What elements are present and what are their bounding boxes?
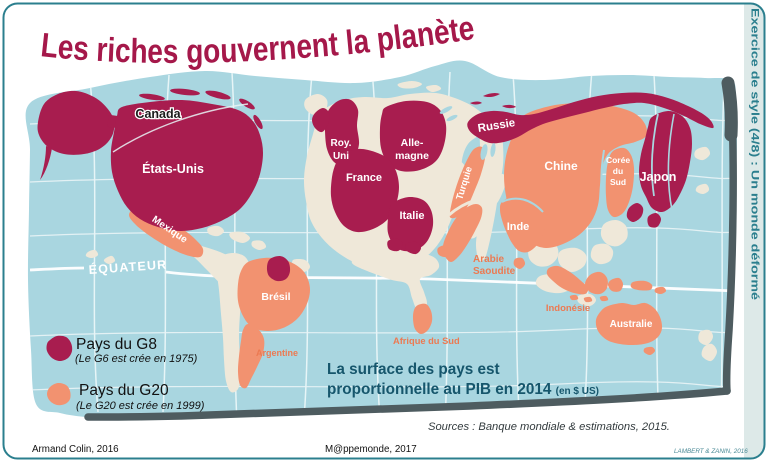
svg-text:Australie: Australie xyxy=(610,319,653,330)
svg-text:Afrique du Sud: Afrique du Sud xyxy=(393,336,460,346)
svg-text:Sources : Banque mondiale & es: Sources : Banque mondiale & estimations,… xyxy=(428,421,670,433)
svg-text:Pays du G20: Pays du G20 xyxy=(79,382,169,399)
svg-text:(Le G6 est crée en 1975): (Le G6 est crée en 1975) xyxy=(75,353,198,365)
svg-text:proportionnelle au PIB en 2014: proportionnelle au PIB en 2014 (en $ US) xyxy=(327,381,599,398)
svg-text:Exercice de style (4/8) : Un m: Exercice de style (4/8) : Un monde défor… xyxy=(749,8,761,300)
svg-text:ÉQUATEUR: ÉQUATEUR xyxy=(88,257,168,277)
svg-text:Arabie: Arabie xyxy=(473,254,505,265)
svg-text:Canada: Canada xyxy=(135,107,181,121)
svg-text:du: du xyxy=(613,166,623,176)
svg-text:Indonésie: Indonésie xyxy=(546,303,590,314)
svg-text:Alle-: Alle- xyxy=(401,137,424,149)
svg-text:Argentine: Argentine xyxy=(256,348,298,358)
svg-text:Chine: Chine xyxy=(544,159,578,173)
svg-text:Armand Colin, 2016: Armand Colin, 2016 xyxy=(32,444,119,455)
svg-text:Italie: Italie xyxy=(399,210,424,222)
svg-text:Roy.: Roy. xyxy=(331,138,352,149)
svg-text:Saoudite: Saoudite xyxy=(473,266,516,277)
svg-text:Sud: Sud xyxy=(610,177,626,187)
svg-text:Inde: Inde xyxy=(507,221,530,233)
svg-text:Russie: Russie xyxy=(477,117,516,135)
svg-text:États-Unis: États-Unis xyxy=(142,161,204,176)
svg-text:M@ppemonde, 2017: M@ppemonde, 2017 xyxy=(325,444,417,455)
svg-text:Brésil: Brésil xyxy=(261,291,290,303)
svg-text:Uni: Uni xyxy=(333,151,349,162)
svg-text:Japon: Japon xyxy=(640,170,677,184)
svg-text:Pays du G8: Pays du G8 xyxy=(76,336,157,353)
svg-text:LAMBERT & ZANIN, 2016: LAMBERT & ZANIN, 2016 xyxy=(674,448,748,455)
svg-text:France: France xyxy=(346,172,382,184)
svg-text:magne: magne xyxy=(395,150,429,162)
svg-text:La surface des pays est: La surface des pays est xyxy=(327,361,500,378)
svg-text:(Le G20 est crée en 1999): (Le G20 est crée en 1999) xyxy=(76,400,205,412)
svg-text:Corée: Corée xyxy=(606,155,630,165)
